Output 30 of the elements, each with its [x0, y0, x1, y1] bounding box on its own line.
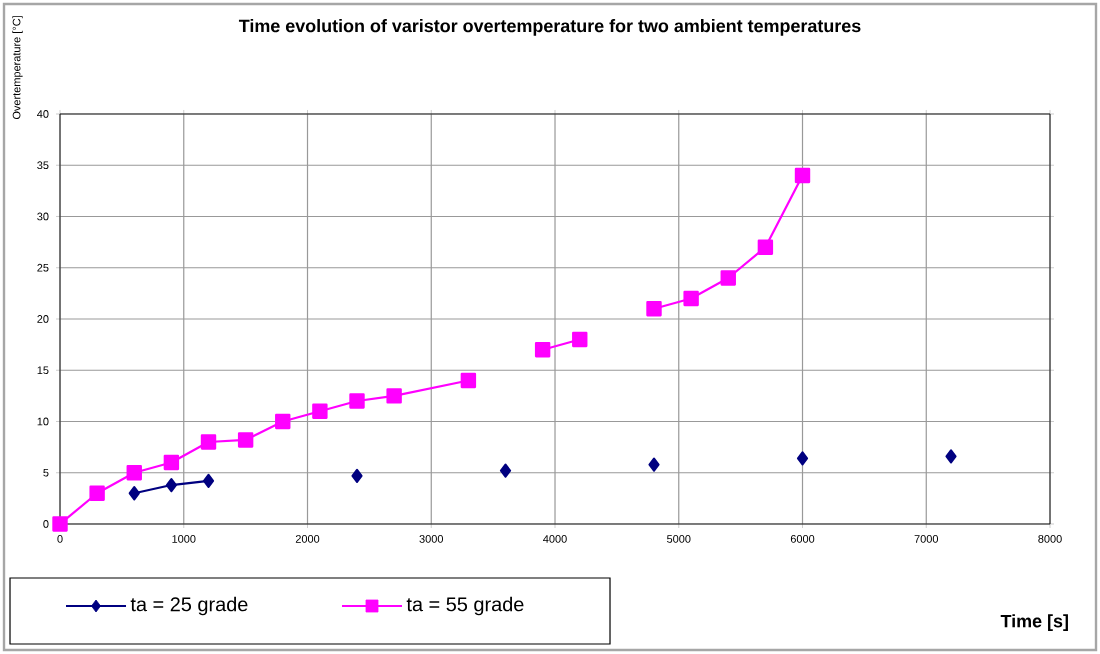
chart-title: Time evolution of varistor overtemperature for two ambient temperatures — [238, 19, 861, 36]
point — [683, 290, 699, 307]
point — [720, 270, 736, 286]
legend-label: ta = 25 grade — [130, 596, 248, 616]
point — [499, 463, 512, 478]
point — [200, 434, 217, 450]
point — [349, 393, 365, 409]
point — [52, 516, 68, 532]
point — [648, 457, 660, 472]
point — [128, 486, 140, 501]
point — [945, 449, 957, 464]
point — [202, 473, 215, 489]
point — [796, 451, 809, 466]
point — [351, 468, 363, 483]
point — [572, 331, 588, 348]
point — [163, 454, 180, 471]
legend-label: ta = 55 grade — [406, 596, 524, 616]
point — [89, 485, 105, 501]
point — [646, 301, 662, 317]
x-axis-title: Time [s] — [1000, 614, 1068, 631]
point — [460, 372, 477, 389]
point — [165, 477, 177, 493]
point — [126, 465, 142, 481]
point — [534, 342, 551, 358]
point — [794, 167, 811, 184]
point — [312, 403, 328, 419]
point — [237, 432, 254, 448]
point — [386, 388, 402, 404]
point — [275, 413, 291, 430]
point — [757, 239, 774, 255]
